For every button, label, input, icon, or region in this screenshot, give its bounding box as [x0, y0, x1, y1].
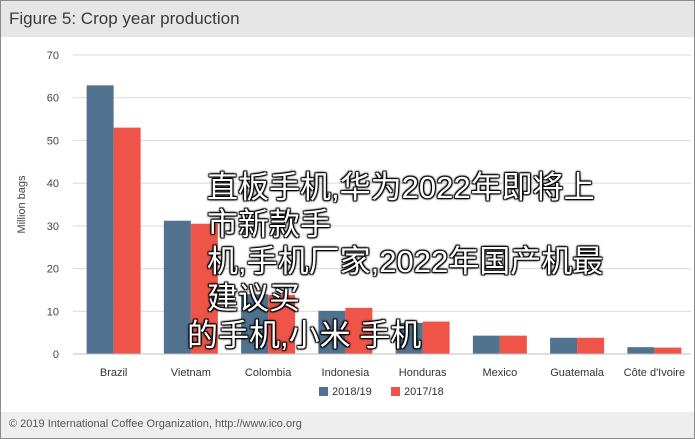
- bar: [577, 337, 605, 354]
- overlay-line-3: 的手机,小米 手机: [187, 318, 422, 353]
- bar: [345, 307, 373, 354]
- bar: [499, 335, 527, 354]
- bar: [268, 295, 296, 354]
- watermark-overlay-text: 直板手机,华为2022年即将上市新款手 机,手机厂家,2022年国产机最建议买 …: [187, 169, 617, 354]
- x-tick-label: Colombia: [245, 367, 292, 379]
- x-tick-label: Indonesia: [322, 367, 371, 379]
- bar: [627, 347, 655, 354]
- overlay-line-2: 机,手机厂家,2022年国产机最建议买: [207, 244, 604, 316]
- y-tick-label: 70: [47, 50, 59, 62]
- legend-swatch: [319, 387, 328, 396]
- bar: [86, 85, 114, 354]
- bar: [163, 220, 191, 354]
- x-tick-label: Guatemala: [550, 367, 605, 379]
- y-tick-label: 0: [53, 349, 59, 361]
- overlay-line-1: 直板手机,华为2022年即将上市新款手: [207, 170, 595, 242]
- y-tick-label: 20: [47, 264, 59, 276]
- x-tick-label: Honduras: [399, 367, 447, 379]
- x-tick-label: Côte d'Ivoire: [624, 367, 685, 379]
- bar: [654, 347, 682, 354]
- x-tick-label: Brazil: [100, 367, 128, 379]
- y-tick-label: 30: [47, 221, 59, 233]
- x-tick-label: Vietnam: [171, 367, 211, 379]
- bar: [472, 335, 500, 354]
- y-tick-label: 10: [47, 306, 59, 318]
- bar: [241, 294, 269, 354]
- legend-label: 2017/18: [404, 386, 444, 398]
- footer-bar: © 2019 International Coffee Organization…: [1, 412, 694, 438]
- bar: [318, 310, 346, 354]
- legend-label: 2018/19: [332, 386, 372, 398]
- copyright-text: © 2019 International Coffee Organization…: [9, 418, 302, 430]
- bar: [422, 321, 450, 354]
- bar: [113, 127, 141, 354]
- x-tick-label: Mexico: [482, 367, 517, 379]
- y-tick-label: 60: [47, 93, 59, 105]
- y-axis-label: Million bags: [16, 175, 28, 234]
- chart-canvas: 0 10 20 30 40 50 60 70 Million bags Brazil Vietnam…: [16, 50, 691, 398]
- figure-title: Figure 5: Crop year production: [9, 9, 240, 28]
- y-tick-label: 50: [47, 135, 59, 147]
- bar: [190, 223, 218, 354]
- y-tick-label: 40: [47, 178, 59, 190]
- title-bar: Figure 5: Crop year production: [1, 1, 694, 37]
- bar: [550, 337, 578, 354]
- legend-swatch: [391, 387, 400, 396]
- bar: [395, 322, 423, 354]
